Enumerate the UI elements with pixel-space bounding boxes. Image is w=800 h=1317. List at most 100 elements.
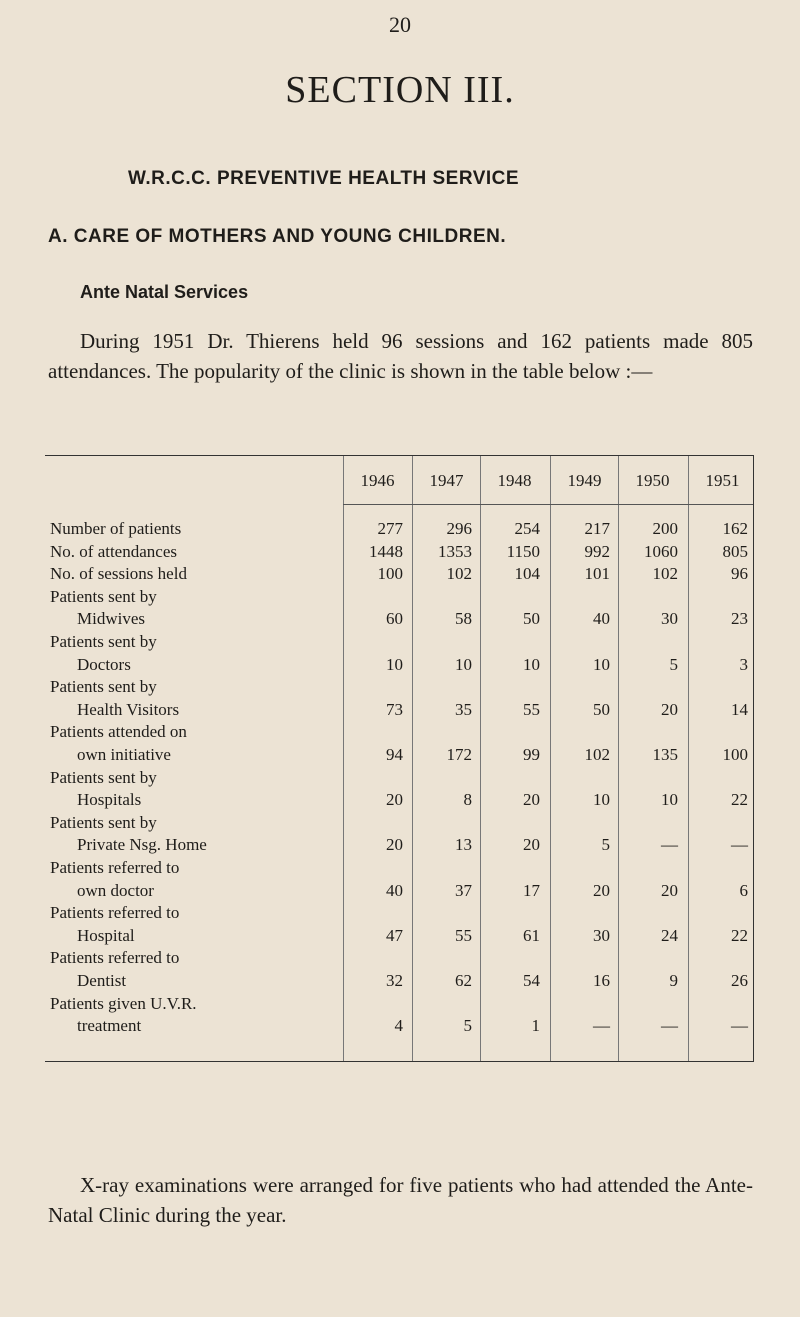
cell-value: 1 bbox=[531, 1016, 541, 1036]
cell-value: 104 bbox=[514, 564, 541, 584]
cell-value: 217 bbox=[584, 519, 611, 538]
row-label: Patients sent by Health Visitors bbox=[50, 676, 338, 721]
cell-value: 102 bbox=[446, 564, 473, 584]
cell-value: 16 bbox=[593, 970, 610, 990]
cell-value: 20 bbox=[386, 790, 403, 810]
intro-paragraph: During 1951 Dr. Thierens held 96 session… bbox=[48, 326, 753, 386]
cell-value: 73 bbox=[386, 699, 403, 719]
cell-value: 20 bbox=[386, 835, 403, 855]
cell-value: 22 bbox=[731, 790, 748, 810]
column-divider bbox=[480, 456, 481, 1061]
cell-value: 10 bbox=[455, 654, 472, 674]
cell-value: 40 bbox=[593, 609, 610, 629]
cell-value: 50 bbox=[523, 609, 540, 629]
row-label-line: Doctors bbox=[77, 654, 131, 674]
row-label-line: Patients sent by bbox=[50, 767, 157, 787]
cell-value: 13 bbox=[455, 835, 472, 855]
cell-value: — bbox=[661, 835, 678, 855]
cell-value: 26 bbox=[731, 970, 748, 990]
cell-value: 23 bbox=[731, 609, 748, 629]
row-label-line: Patients referred to bbox=[50, 858, 180, 877]
row-label-line: Hospitals bbox=[77, 790, 142, 810]
row-label-line: Patients referred to bbox=[50, 903, 180, 923]
page-number: 20 bbox=[389, 12, 411, 37]
year-header: 1947 bbox=[429, 471, 464, 490]
cell-value: 10 bbox=[593, 790, 610, 810]
cell-value: 55 bbox=[523, 699, 540, 719]
cell-value: 3 bbox=[739, 654, 749, 674]
row-label: No. of attendances bbox=[50, 541, 338, 564]
column-divider bbox=[343, 456, 344, 1061]
row-label: Patients sent by Private Nsg. Home bbox=[50, 812, 338, 857]
cell-value: 1353 bbox=[438, 541, 472, 561]
cell-value: 30 bbox=[661, 609, 678, 629]
row-label: Patients referred to own doctor bbox=[50, 857, 338, 902]
cell-value: 277 bbox=[377, 519, 404, 538]
cell-value: 805 bbox=[722, 541, 749, 561]
subheading: A. CARE OF MOTHERS AND YOUNG CHILDREN. bbox=[48, 226, 507, 247]
year-header: 1951 bbox=[705, 471, 740, 490]
cell-value: 35 bbox=[455, 699, 472, 719]
cell-value: 20 bbox=[593, 880, 610, 900]
row-label-line: treatment bbox=[77, 1016, 142, 1036]
year-header: 1948 bbox=[497, 471, 532, 490]
cell-value: — bbox=[731, 1016, 748, 1036]
cell-value: 24 bbox=[661, 925, 678, 945]
cell-value: 96 bbox=[731, 564, 748, 584]
row-label-line: Patients sent by bbox=[50, 812, 157, 832]
row-label-line: Health Visitors bbox=[77, 699, 180, 719]
year-header: 1949 bbox=[567, 471, 602, 490]
cell-value: 5 bbox=[463, 1016, 473, 1036]
cell-value: 99 bbox=[523, 744, 540, 764]
cell-value: 10 bbox=[661, 790, 678, 810]
cell-value: 1150 bbox=[506, 541, 540, 561]
year-header: 1950 bbox=[635, 471, 670, 490]
cell-value: — bbox=[661, 1016, 678, 1036]
cell-value: 9 bbox=[669, 970, 679, 990]
cell-value: 40 bbox=[386, 880, 403, 900]
cell-value: 62 bbox=[455, 970, 472, 990]
cell-value: 102 bbox=[584, 744, 611, 764]
row-label: Patients sent by Doctors bbox=[50, 631, 338, 676]
year-header: 1946 bbox=[360, 471, 395, 490]
cell-value: 4 bbox=[394, 1016, 404, 1036]
column-divider bbox=[618, 456, 619, 1061]
cell-value: 101 bbox=[584, 564, 611, 584]
row-label: Patients referred to Dentist bbox=[50, 947, 338, 992]
cell-value: 54 bbox=[523, 970, 540, 990]
section-title: SECTION III. bbox=[285, 69, 515, 111]
cell-value: 100 bbox=[377, 564, 404, 584]
row-label-line: Private Nsg. Home bbox=[77, 835, 207, 855]
row-label: Patients attended on own initiative bbox=[50, 721, 338, 766]
cell-value: 172 bbox=[446, 744, 473, 764]
row-label-line: Patients attended on bbox=[50, 722, 187, 742]
statistics-table: 1946 1947 1948 1949 1950 1951 Number of patien… bbox=[45, 455, 754, 1062]
cell-value: 5 bbox=[669, 654, 679, 674]
row-label: Patients referred to Hospital bbox=[50, 902, 338, 947]
row-label-line: Patients sent by bbox=[50, 632, 157, 651]
cell-value: 135 bbox=[652, 744, 679, 764]
cell-value: 20 bbox=[523, 790, 540, 810]
column-divider bbox=[412, 456, 413, 1061]
row-label-line: own doctor bbox=[77, 880, 154, 900]
cell-value: 296 bbox=[446, 519, 473, 538]
cell-value: 6 bbox=[739, 880, 749, 900]
cell-value: 10 bbox=[386, 654, 403, 674]
cell-value: 30 bbox=[593, 925, 610, 945]
row-label: Patients sent by Hospitals bbox=[50, 767, 338, 812]
cell-value: — bbox=[731, 835, 748, 855]
row-label-line: Patients sent by bbox=[50, 677, 157, 697]
cell-value: 200 bbox=[652, 519, 679, 538]
row-label-line: Dentist bbox=[77, 970, 127, 990]
cell-value: 37 bbox=[455, 880, 472, 900]
row-label: Number of patients bbox=[50, 518, 338, 541]
cell-value: 94 bbox=[386, 744, 403, 764]
cell-value: 10 bbox=[593, 654, 610, 674]
row-label-line: Midwives bbox=[77, 609, 145, 629]
cell-value: 10 bbox=[523, 654, 540, 674]
column-divider bbox=[688, 456, 689, 1061]
row-label-line: Patients referred to bbox=[50, 948, 180, 968]
cell-value: 102 bbox=[652, 564, 679, 584]
row-label-line: No. of attendances bbox=[50, 541, 177, 561]
